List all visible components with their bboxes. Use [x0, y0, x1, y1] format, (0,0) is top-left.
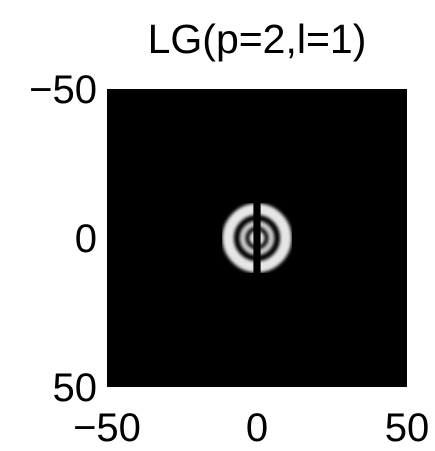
y-tick-label: −50 — [29, 68, 97, 112]
plot-area — [107, 89, 407, 387]
y-axis-ticks: −50 0 50 — [29, 68, 97, 410]
chart-title: LG(p=2,l=1) — [147, 16, 367, 62]
x-tick-label: −50 — [73, 406, 141, 450]
y-tick-label: 50 — [53, 366, 98, 410]
x-tick-label: 50 — [385, 406, 430, 450]
y-tick-label: 0 — [75, 217, 97, 261]
x-tick-label: 0 — [246, 406, 268, 450]
x-axis-ticks: −50 0 50 — [73, 406, 429, 450]
